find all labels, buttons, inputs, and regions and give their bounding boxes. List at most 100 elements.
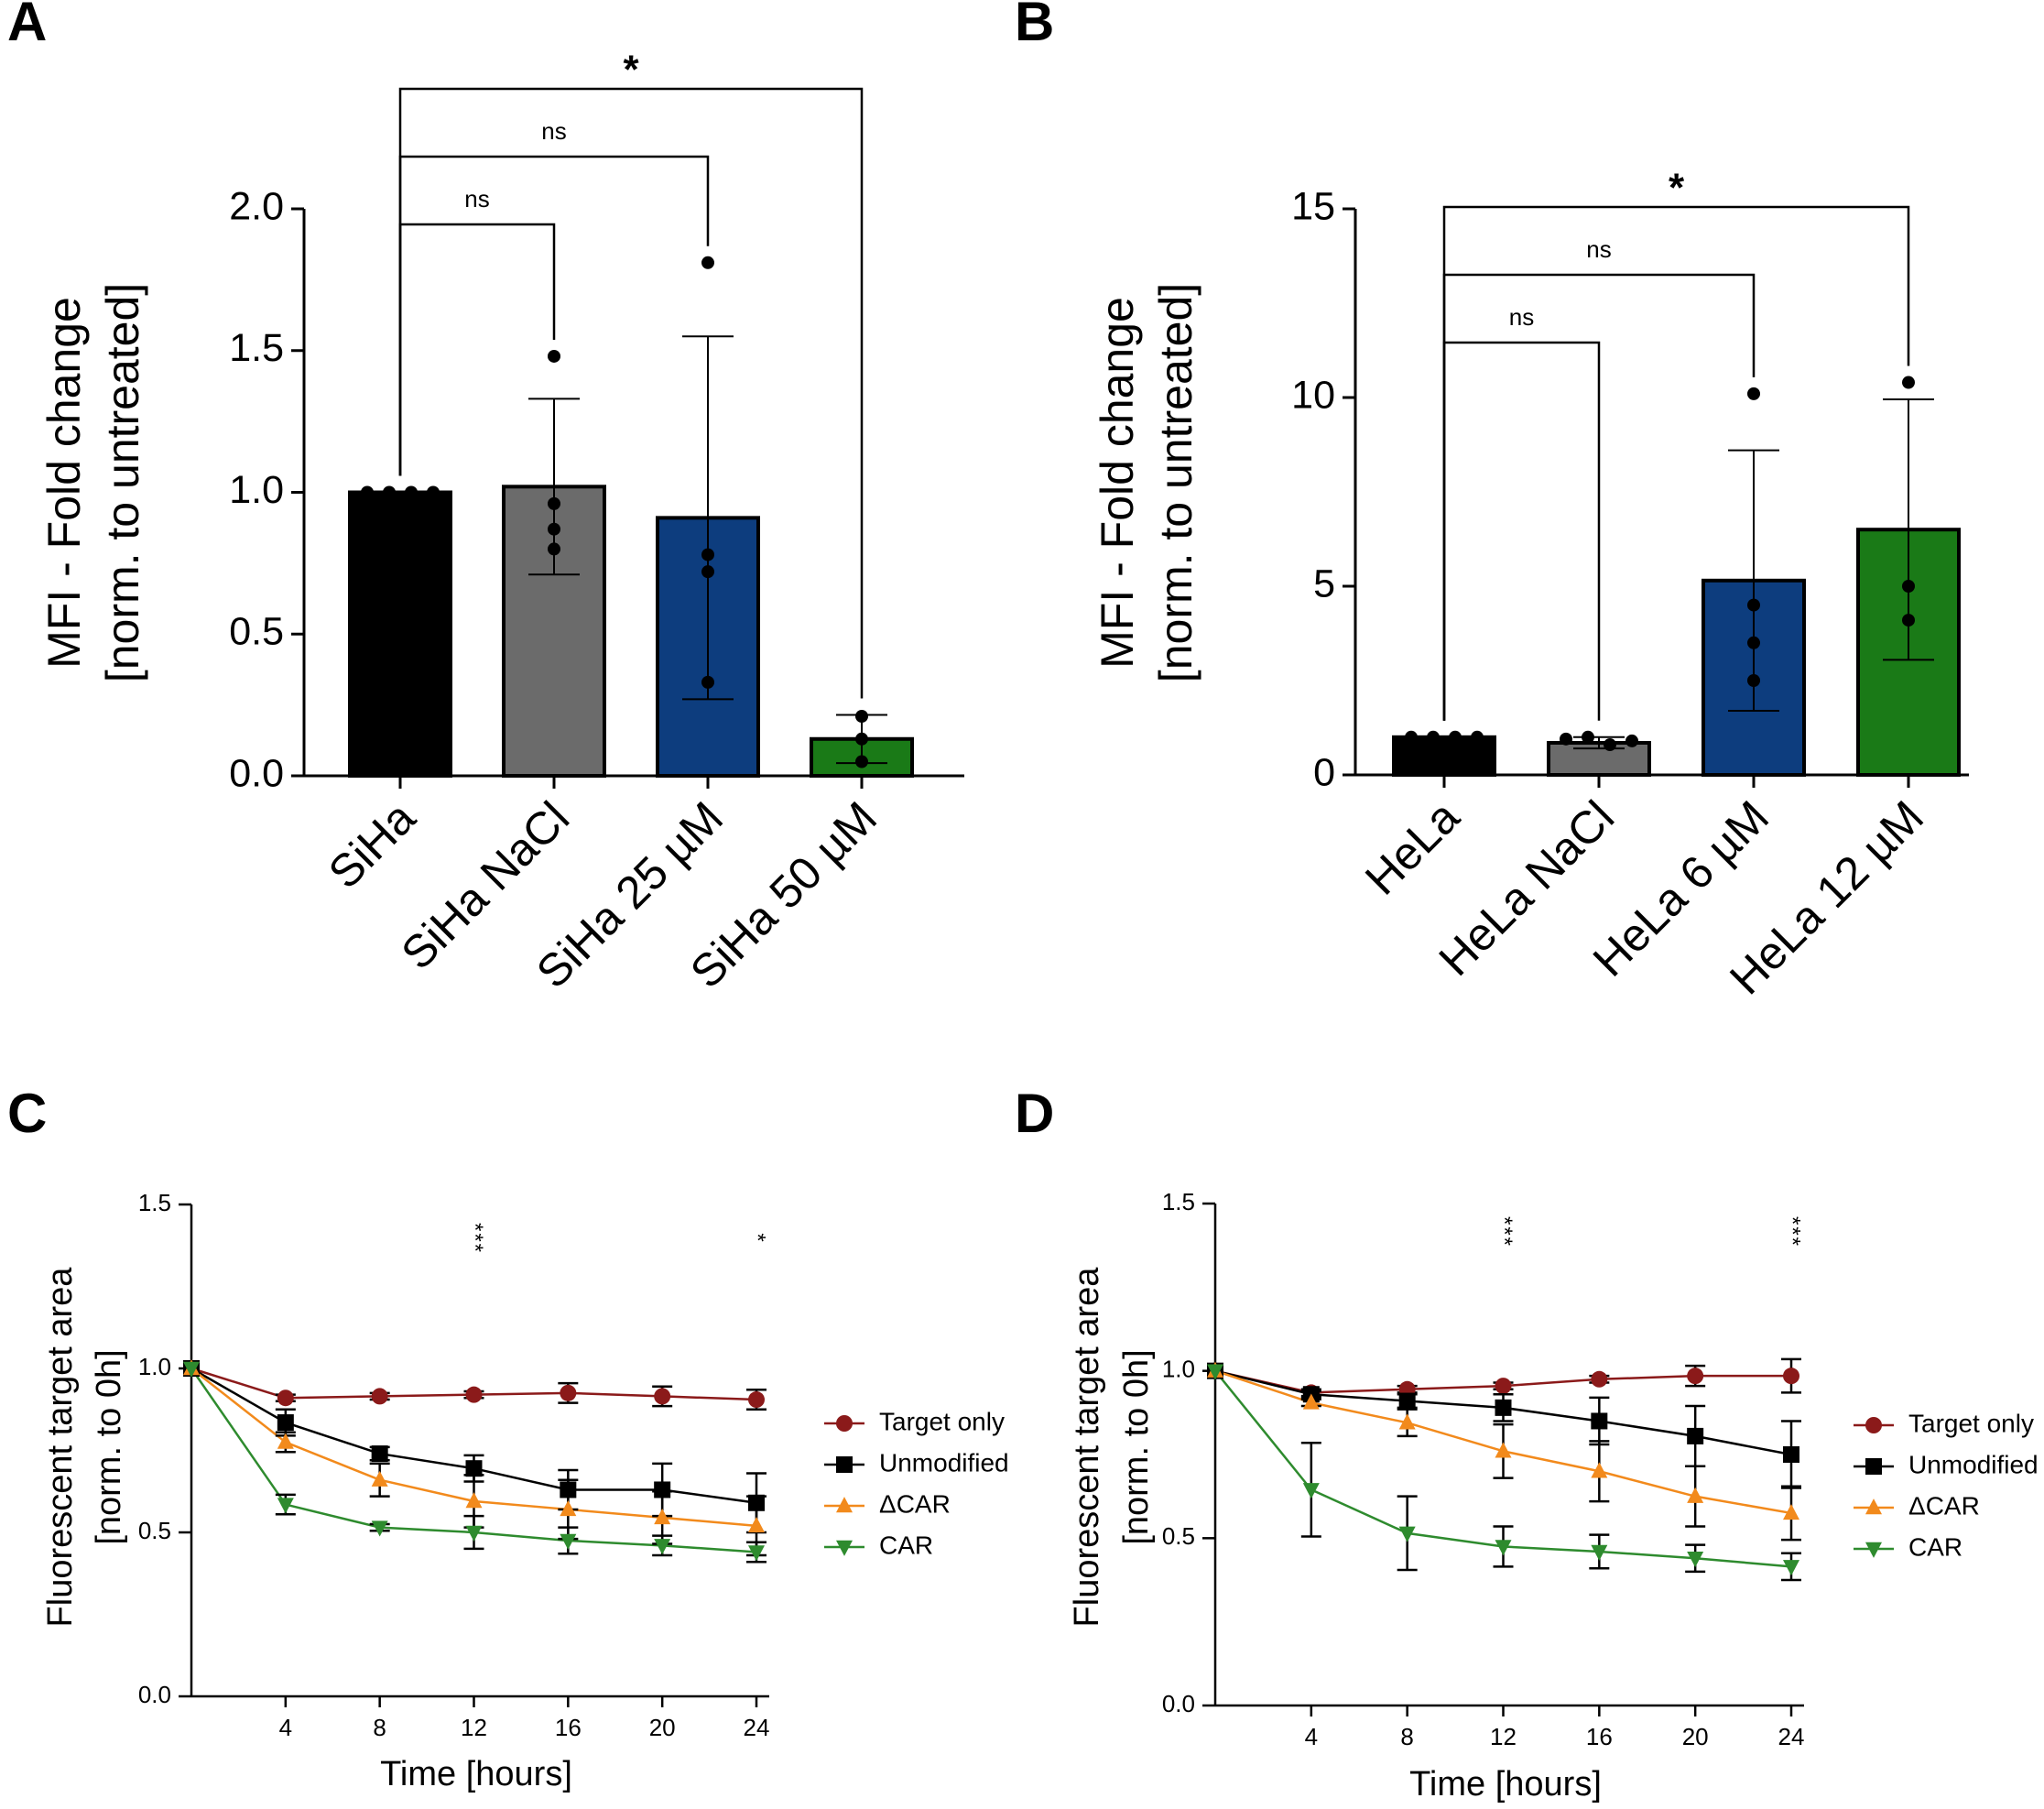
y-tick-label: 2.0 [229, 184, 284, 228]
marker [1591, 1544, 1608, 1561]
data-point [383, 485, 396, 499]
marker [1783, 1446, 1799, 1463]
marker [277, 1389, 294, 1407]
data-point [1747, 387, 1760, 400]
y-tick-label: 0.5 [1162, 1522, 1195, 1550]
data-point [1625, 734, 1638, 747]
data-point [1902, 614, 1915, 627]
marker [1302, 1483, 1320, 1499]
x-axis-label: Time [hours] [1409, 1765, 1602, 1804]
y-tick-label: 0.0 [229, 751, 284, 795]
significance-label: * [623, 48, 639, 93]
marker [371, 1388, 388, 1405]
data-point [701, 548, 714, 561]
marker [1783, 1560, 1799, 1576]
y-tick-label: 0.0 [1162, 1690, 1195, 1717]
y-tick-label: 15 [1291, 184, 1335, 228]
y-tick-label: 0.5 [138, 1517, 171, 1544]
marker [1398, 1526, 1416, 1542]
data-point [701, 675, 714, 689]
significance-label: * [745, 1233, 770, 1243]
y-axis-label: MFI - Fold change [38, 297, 90, 669]
significance-label: *** [1492, 1216, 1517, 1248]
marker [371, 1445, 388, 1463]
data-point [701, 256, 714, 269]
marker [1591, 1462, 1608, 1478]
marker [465, 1460, 483, 1477]
marker [1591, 1370, 1608, 1388]
x-tick-label: 20 [1682, 1723, 1709, 1750]
x-tick-label: 12 [461, 1714, 487, 1741]
data-point [427, 485, 440, 499]
marker [277, 1498, 294, 1514]
legend-label: Unmodified [1908, 1450, 2039, 1478]
significance-label: *** [1780, 1216, 1805, 1248]
data-point [1604, 738, 1616, 752]
marker [560, 1500, 577, 1517]
marker [371, 1520, 388, 1537]
marker [371, 1470, 388, 1487]
data-point [1405, 730, 1418, 744]
y-tick-label: 1.5 [229, 326, 284, 370]
marker [1398, 1413, 1416, 1430]
y-tick-label: 5 [1313, 561, 1335, 605]
data-point [855, 710, 868, 724]
y-axis-label: [norm. to 0h] [1117, 1349, 1156, 1544]
y-tick-label: 1.5 [138, 1189, 171, 1216]
significance-bracket [1442, 205, 1910, 721]
significance-label: * [1669, 166, 1685, 211]
marker [465, 1492, 483, 1509]
x-tick-label: 24 [1778, 1723, 1805, 1750]
x-tick-label: 4 [279, 1714, 292, 1741]
marker [748, 1516, 765, 1533]
marker [1687, 1552, 1704, 1568]
data-point [1902, 580, 1915, 593]
marker [277, 1433, 294, 1449]
legend-label: ΔCAR [1908, 1491, 1980, 1520]
x-tick-label: 16 [1586, 1723, 1613, 1750]
legend-label: Target only [879, 1407, 1005, 1435]
significance-bracket [1442, 341, 1601, 721]
marker [654, 1508, 671, 1525]
data-point [1471, 730, 1484, 744]
marker [748, 1545, 765, 1562]
y-tick-label: 1.0 [1162, 1356, 1195, 1383]
data-point [855, 732, 868, 746]
marker [1398, 1392, 1416, 1410]
marker [1495, 1442, 1512, 1458]
legend-label: CAR [879, 1531, 933, 1559]
marker [1687, 1427, 1704, 1444]
data-point [548, 542, 560, 556]
x-tick-label: 4 [1305, 1723, 1318, 1750]
y-tick-label: 1.5 [1162, 1188, 1195, 1215]
x-tick-label: 8 [373, 1714, 386, 1741]
y-axis-label: [norm. to 0h] [90, 1349, 128, 1544]
legend-label: Target only [1908, 1409, 2034, 1437]
y-tick-label: 1.0 [138, 1353, 171, 1380]
x-tick-label: HeLa [1355, 790, 1469, 904]
marker [465, 1386, 483, 1403]
legend-marker [836, 1415, 853, 1432]
y-axis-label: [norm. to untreated] [1150, 283, 1201, 682]
x-tick-label: 16 [555, 1714, 582, 1741]
significance-bracket [398, 223, 556, 476]
data-point [548, 349, 560, 363]
significance-label: ns [541, 117, 566, 145]
significance-label: ns [1509, 303, 1534, 331]
y-axis-label: Fluorescent target area [1068, 1267, 1106, 1628]
panel-label: D [1015, 1083, 1054, 1144]
legend-label: ΔCAR [879, 1489, 951, 1518]
significance-label: ns [464, 185, 489, 213]
significance-label: ns [1586, 235, 1611, 263]
data-point [1747, 636, 1760, 649]
data-point [405, 485, 418, 499]
marker [654, 1388, 671, 1405]
marker [748, 1391, 765, 1409]
marker [1687, 1487, 1704, 1503]
marker [654, 1539, 671, 1555]
x-axis-label: Time [hours] [380, 1755, 572, 1793]
y-axis-label: Fluorescent target area [41, 1267, 80, 1628]
data-point [1449, 730, 1462, 744]
marker [1495, 1540, 1512, 1556]
